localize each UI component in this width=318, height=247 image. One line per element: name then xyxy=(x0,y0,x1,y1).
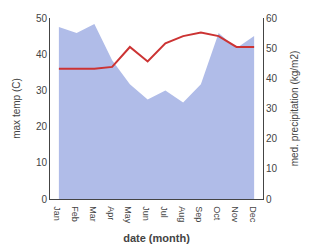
svg-text:0: 0 xyxy=(266,194,272,205)
svg-text:10: 10 xyxy=(36,157,48,168)
svg-text:Jun: Jun xyxy=(141,206,151,221)
svg-text:Mar: Mar xyxy=(88,206,98,222)
svg-text:Oct: Oct xyxy=(212,206,222,221)
svg-text:20: 20 xyxy=(36,121,48,132)
svg-text:Nov: Nov xyxy=(230,206,240,223)
svg-text:50: 50 xyxy=(266,43,278,54)
svg-text:10: 10 xyxy=(266,163,278,174)
svg-text:May: May xyxy=(123,206,133,224)
svg-text:Feb: Feb xyxy=(70,206,80,222)
svg-text:40: 40 xyxy=(266,73,278,84)
svg-text:Apr: Apr xyxy=(106,206,116,220)
svg-text:Aug: Aug xyxy=(177,206,187,222)
svg-text:Jul: Jul xyxy=(159,206,169,218)
svg-text:50: 50 xyxy=(36,13,48,24)
svg-text:date (month): date (month) xyxy=(123,232,190,244)
svg-text:Sep: Sep xyxy=(194,206,204,222)
svg-text:max temp (C): max temp (C) xyxy=(11,78,22,139)
svg-text:Jan: Jan xyxy=(52,206,62,221)
svg-text:30: 30 xyxy=(36,85,48,96)
svg-text:60: 60 xyxy=(266,13,278,24)
svg-text:Dec: Dec xyxy=(248,206,258,223)
svg-text:40: 40 xyxy=(36,49,48,60)
svg-text:med. precipitation (kg/m2): med. precipitation (kg/m2) xyxy=(289,51,300,167)
svg-text:0: 0 xyxy=(41,194,47,205)
svg-text:20: 20 xyxy=(266,133,278,144)
svg-text:30: 30 xyxy=(266,103,278,114)
